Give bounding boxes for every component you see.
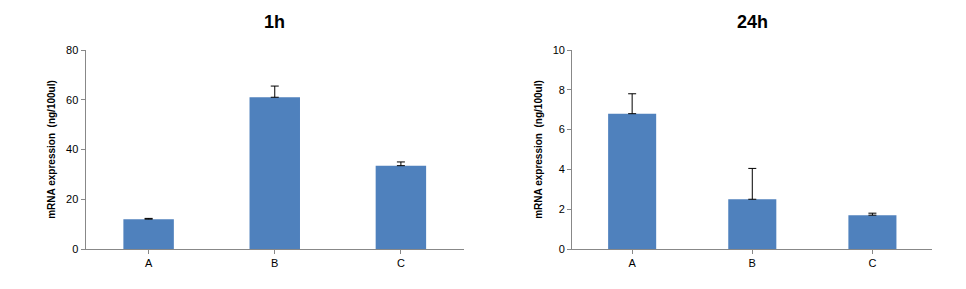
svg-text:24h: 24h (737, 12, 768, 32)
svg-text:0: 0 (72, 243, 78, 255)
svg-text:C: C (868, 257, 876, 269)
svg-text:80: 80 (66, 44, 78, 56)
svg-text:2: 2 (559, 203, 565, 215)
svg-text:A: A (145, 257, 153, 269)
svg-text:1h: 1h (264, 12, 285, 32)
svg-text:0: 0 (559, 243, 565, 255)
svg-text:6: 6 (559, 123, 565, 135)
svg-text:B: B (271, 257, 278, 269)
svg-text:40: 40 (66, 143, 78, 155)
svg-text:10: 10 (553, 44, 565, 56)
svg-text:C: C (397, 257, 405, 269)
svg-text:B: B (749, 257, 756, 269)
svg-text:A: A (628, 257, 636, 269)
svg-text:mRNA expression (ng/100ul): mRNA expression (ng/100ul) (46, 80, 57, 219)
svg-text:8: 8 (559, 84, 565, 96)
svg-text:mRNA expression (ng/100ul): mRNA expression (ng/100ul) (533, 80, 544, 219)
svg-text:4: 4 (559, 163, 565, 175)
svg-text:20: 20 (66, 193, 78, 205)
svg-text:60: 60 (66, 94, 78, 106)
